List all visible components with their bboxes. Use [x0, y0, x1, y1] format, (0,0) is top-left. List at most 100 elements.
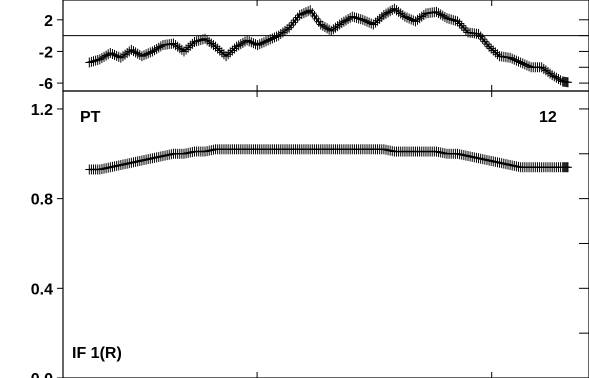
data-point-marker: [514, 56, 523, 67]
data-point-marker: [344, 14, 353, 25]
data-point-marker: [93, 54, 102, 65]
data-point-marker: [335, 19, 344, 30]
data-point-marker: [438, 10, 447, 21]
data-point-marker: [299, 8, 308, 19]
data-point-marker: [217, 47, 226, 58]
data-point-marker: [209, 40, 218, 51]
data-point-marker: [293, 12, 302, 23]
data-point-marker: [95, 54, 104, 65]
data-point-marker: [352, 12, 361, 23]
y-tick-label: 0.0: [31, 371, 53, 378]
data-point-marker: [118, 51, 127, 62]
top-series: [85, 3, 572, 88]
data-point-marker: [156, 41, 165, 52]
data-point-marker: [236, 39, 245, 50]
annotation-12: 12: [539, 109, 557, 126]
data-point-marker: [363, 16, 372, 27]
data-point-marker: [329, 24, 338, 35]
data-point-marker: [108, 48, 117, 59]
data-point-marker: [442, 13, 451, 24]
data-point-marker: [451, 15, 460, 26]
y-tick-label: 0.8: [31, 192, 53, 209]
data-point-marker: [285, 22, 294, 33]
data-point-marker: [354, 13, 363, 24]
data-point-marker: [384, 7, 393, 18]
data-point-marker: [245, 36, 254, 47]
data-point-marker: [453, 16, 462, 27]
data-point-marker: [87, 56, 96, 67]
data-point-marker: [512, 55, 521, 66]
bottom-y-ticks: 1.2 0.8 0.4 0.0: [31, 102, 589, 378]
data-point-marker: [173, 41, 182, 52]
data-point-marker: [392, 5, 401, 16]
data-point-marker: [541, 65, 550, 76]
y-tick-label: 2: [44, 13, 53, 30]
top-panel: 2 -2 -6: [39, 0, 589, 93]
bottom-panel-frame: [62, 90, 589, 378]
data-point-marker: [552, 72, 561, 83]
top-panel-frame: [62, 0, 589, 92]
data-point-marker: [508, 53, 517, 64]
data-point-marker: [358, 14, 367, 25]
data-point-marker: [89, 56, 98, 67]
data-point-marker: [190, 36, 199, 47]
data-point-marker: [386, 6, 395, 17]
data-point-marker: [129, 46, 138, 57]
data-point-marker: [447, 14, 456, 25]
data-point-marker: [476, 31, 485, 42]
data-point-marker: [457, 20, 466, 31]
data-point-marker: [188, 38, 197, 49]
data-point-marker: [207, 38, 216, 49]
data-point-marker: [280, 25, 289, 36]
data-point-marker: [539, 63, 548, 74]
data-point-marker: [409, 15, 418, 26]
data-point-marker: [97, 53, 106, 64]
data-point-marker: [459, 23, 468, 34]
data-point-marker: [390, 3, 399, 14]
data-point-marker: [154, 42, 163, 53]
data-point-marker: [85, 57, 94, 68]
data-point-marker: [266, 34, 275, 45]
data-point-marker: [316, 19, 325, 30]
data-point-marker: [487, 43, 496, 54]
data-point-marker: [179, 46, 188, 57]
data-point-marker: [323, 23, 332, 34]
data-point-marker: [276, 29, 285, 40]
data-point-marker: [278, 27, 287, 38]
data-point-marker: [194, 35, 203, 46]
data-point-marker: [257, 38, 266, 49]
data-point-marker: [140, 50, 149, 61]
data-point-marker: [563, 162, 572, 173]
data-point-marker: [198, 34, 207, 45]
data-point-marker: [373, 15, 382, 26]
data-point-marker: [474, 29, 483, 40]
data-point-marker: [510, 54, 519, 65]
data-point-marker: [243, 35, 252, 46]
data-point-marker: [449, 15, 458, 26]
data-point-marker: [232, 41, 241, 52]
data-point-marker: [268, 33, 277, 44]
data-point-marker: [369, 19, 378, 30]
data-point-marker: [255, 39, 264, 50]
data-point-marker: [213, 43, 222, 54]
data-point-marker: [114, 51, 123, 62]
data-point-marker: [339, 16, 348, 27]
data-point-marker: [175, 43, 184, 54]
data-point-marker: [127, 44, 136, 55]
data-point-marker: [116, 52, 125, 63]
data-point-marker: [318, 20, 327, 31]
data-point-marker: [455, 18, 464, 29]
data-point-marker: [137, 51, 146, 62]
data-point-marker: [417, 11, 426, 22]
data-point-marker: [302, 7, 311, 18]
data-point-marker: [211, 41, 220, 52]
data-point-marker: [182, 44, 191, 55]
data-point-marker: [148, 46, 157, 57]
data-point-marker: [133, 48, 142, 59]
data-point-marker: [445, 13, 454, 24]
data-point-marker: [274, 30, 283, 41]
y-tick-label: 0.4: [31, 281, 53, 298]
data-point-marker: [563, 77, 572, 88]
data-point-marker: [405, 13, 414, 24]
data-point-marker: [341, 15, 350, 26]
